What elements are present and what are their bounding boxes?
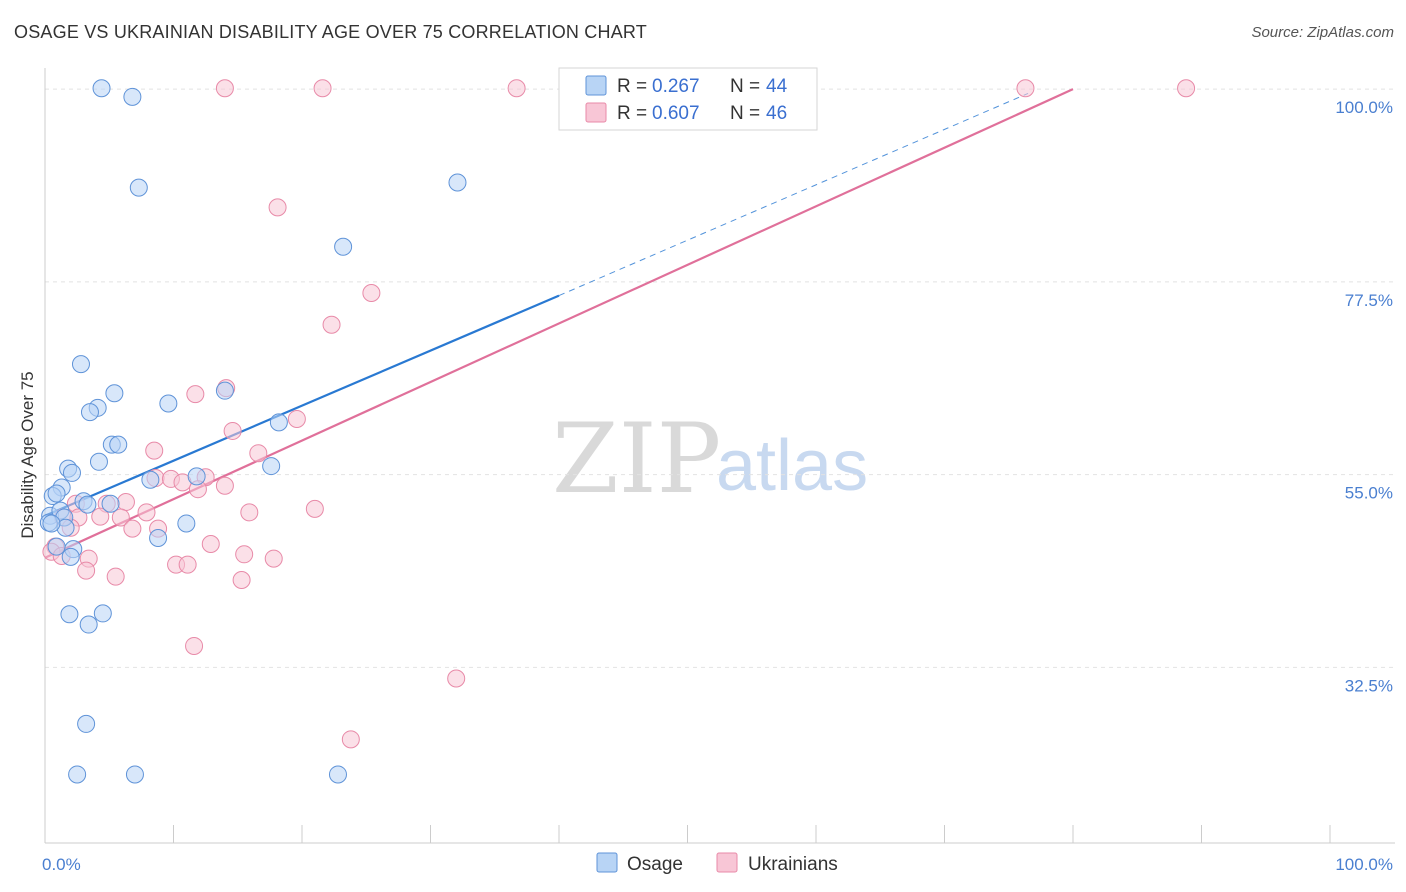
point-ukrainians	[1016, 79, 1035, 98]
point-ukrainians	[223, 421, 242, 440]
point-ukrainians	[232, 571, 251, 590]
legend-swatch-ukrainians	[585, 102, 607, 123]
point-ukrainians	[249, 444, 268, 463]
point-osage	[177, 514, 196, 533]
point-ukrainians	[362, 284, 381, 303]
point-osage	[109, 435, 128, 454]
point-osage	[101, 494, 120, 513]
point-osage	[79, 615, 98, 634]
x-tick-label: 0.0%	[42, 855, 81, 874]
point-ukrainians	[106, 567, 125, 586]
point-osage	[123, 87, 142, 106]
y-axis-title: Disability Age Over 75	[18, 371, 37, 538]
legend-n-value: 46	[766, 103, 787, 124]
point-osage	[269, 413, 288, 432]
point-ukrainians	[186, 385, 205, 404]
point-osage	[60, 605, 79, 624]
point-osage	[62, 463, 81, 482]
axis-layer: 100.0% 77.5% 55.0% 32.5% 0.0% 100.0%	[42, 68, 1395, 874]
x-tick-label: 100.0%	[1335, 855, 1393, 874]
legend-r-value: 0.607	[652, 103, 700, 124]
point-osage	[93, 604, 112, 623]
legend-n-label: N =	[730, 76, 760, 97]
point-osage	[80, 403, 99, 422]
point-ukrainians	[116, 493, 135, 512]
point-ukrainians	[145, 441, 164, 460]
point-ukrainians	[322, 315, 341, 334]
bottom-legend: Osage Ukrainians	[596, 852, 838, 875]
point-ukrainians	[264, 549, 283, 568]
point-osage	[141, 470, 160, 489]
trendline-osage-extension	[558, 92, 1029, 297]
point-ukrainians	[201, 535, 220, 554]
y-tick-label: 32.5%	[1345, 676, 1393, 695]
point-ukrainians	[123, 519, 142, 538]
bottom-legend-swatch-ukrainians	[716, 852, 738, 873]
point-osage	[262, 457, 281, 476]
legend-r-value: 0.267	[652, 76, 700, 97]
trendline-osage	[44, 294, 560, 517]
chart-title: OSAGE VS UKRAINIAN DISABILITY AGE OVER 7…	[14, 22, 647, 42]
point-osage	[78, 495, 97, 514]
point-osage	[328, 765, 347, 784]
legend-swatch-osage	[585, 75, 607, 96]
point-osage	[187, 467, 206, 486]
y-tick-label: 100.0%	[1335, 98, 1393, 117]
point-ukrainians	[1177, 79, 1196, 98]
bottom-legend-label-osage: Osage	[627, 854, 683, 875]
point-ukrainians	[111, 508, 130, 527]
point-osage	[159, 394, 178, 413]
y-tick-label: 77.5%	[1345, 291, 1393, 310]
point-ukrainians	[287, 409, 306, 428]
watermark-zip: ZIP	[552, 403, 721, 515]
point-ukrainians	[77, 561, 96, 580]
bottom-legend-label-ukrainians: Ukrainians	[748, 854, 838, 875]
point-ukrainians	[215, 79, 234, 98]
point-ukrainians	[447, 669, 466, 688]
trend-layer	[44, 88, 1074, 559]
legend-r-label: R =	[617, 103, 647, 124]
point-ukrainians	[91, 507, 110, 526]
point-osage	[47, 537, 66, 556]
point-osage	[129, 178, 148, 197]
point-ukrainians	[341, 730, 360, 749]
point-ukrainians	[235, 545, 254, 564]
point-ukrainians	[185, 636, 204, 655]
point-osage	[47, 484, 66, 503]
point-ukrainians	[305, 499, 324, 518]
points-layer	[39, 79, 1196, 784]
point-osage	[105, 384, 124, 403]
point-ukrainians	[178, 555, 197, 574]
point-ukrainians	[240, 503, 259, 522]
point-ukrainians	[215, 476, 234, 495]
legend-n-label: N =	[730, 103, 760, 124]
point-osage	[89, 452, 108, 471]
point-ukrainians	[507, 79, 526, 98]
bottom-legend-swatch-osage	[596, 852, 618, 873]
top-legend: R = 0.267 N = 44 R = 0.607 N = 46	[558, 67, 818, 131]
point-osage	[68, 765, 87, 784]
y-tick-label: 55.0%	[1345, 484, 1393, 503]
point-ukrainians	[268, 198, 287, 217]
point-osage	[448, 173, 467, 192]
legend-n-value: 44	[766, 76, 788, 97]
point-osage	[149, 529, 168, 548]
watermark-atlas: atlas	[716, 426, 868, 506]
point-osage	[334, 237, 353, 256]
trendline-ukrainians	[44, 88, 1074, 559]
point-osage	[215, 381, 234, 400]
point-ukrainians	[137, 503, 156, 522]
watermark: ZIP atlas	[552, 403, 868, 515]
point-osage	[71, 355, 90, 374]
point-osage	[61, 547, 80, 566]
point-ukrainians	[313, 79, 332, 98]
point-osage	[77, 714, 96, 733]
point-osage	[42, 514, 61, 533]
point-osage	[92, 79, 111, 98]
source-label: Source: ZipAtlas.com	[1251, 24, 1394, 41]
point-osage	[125, 765, 144, 784]
legend-r-label: R =	[617, 76, 647, 97]
